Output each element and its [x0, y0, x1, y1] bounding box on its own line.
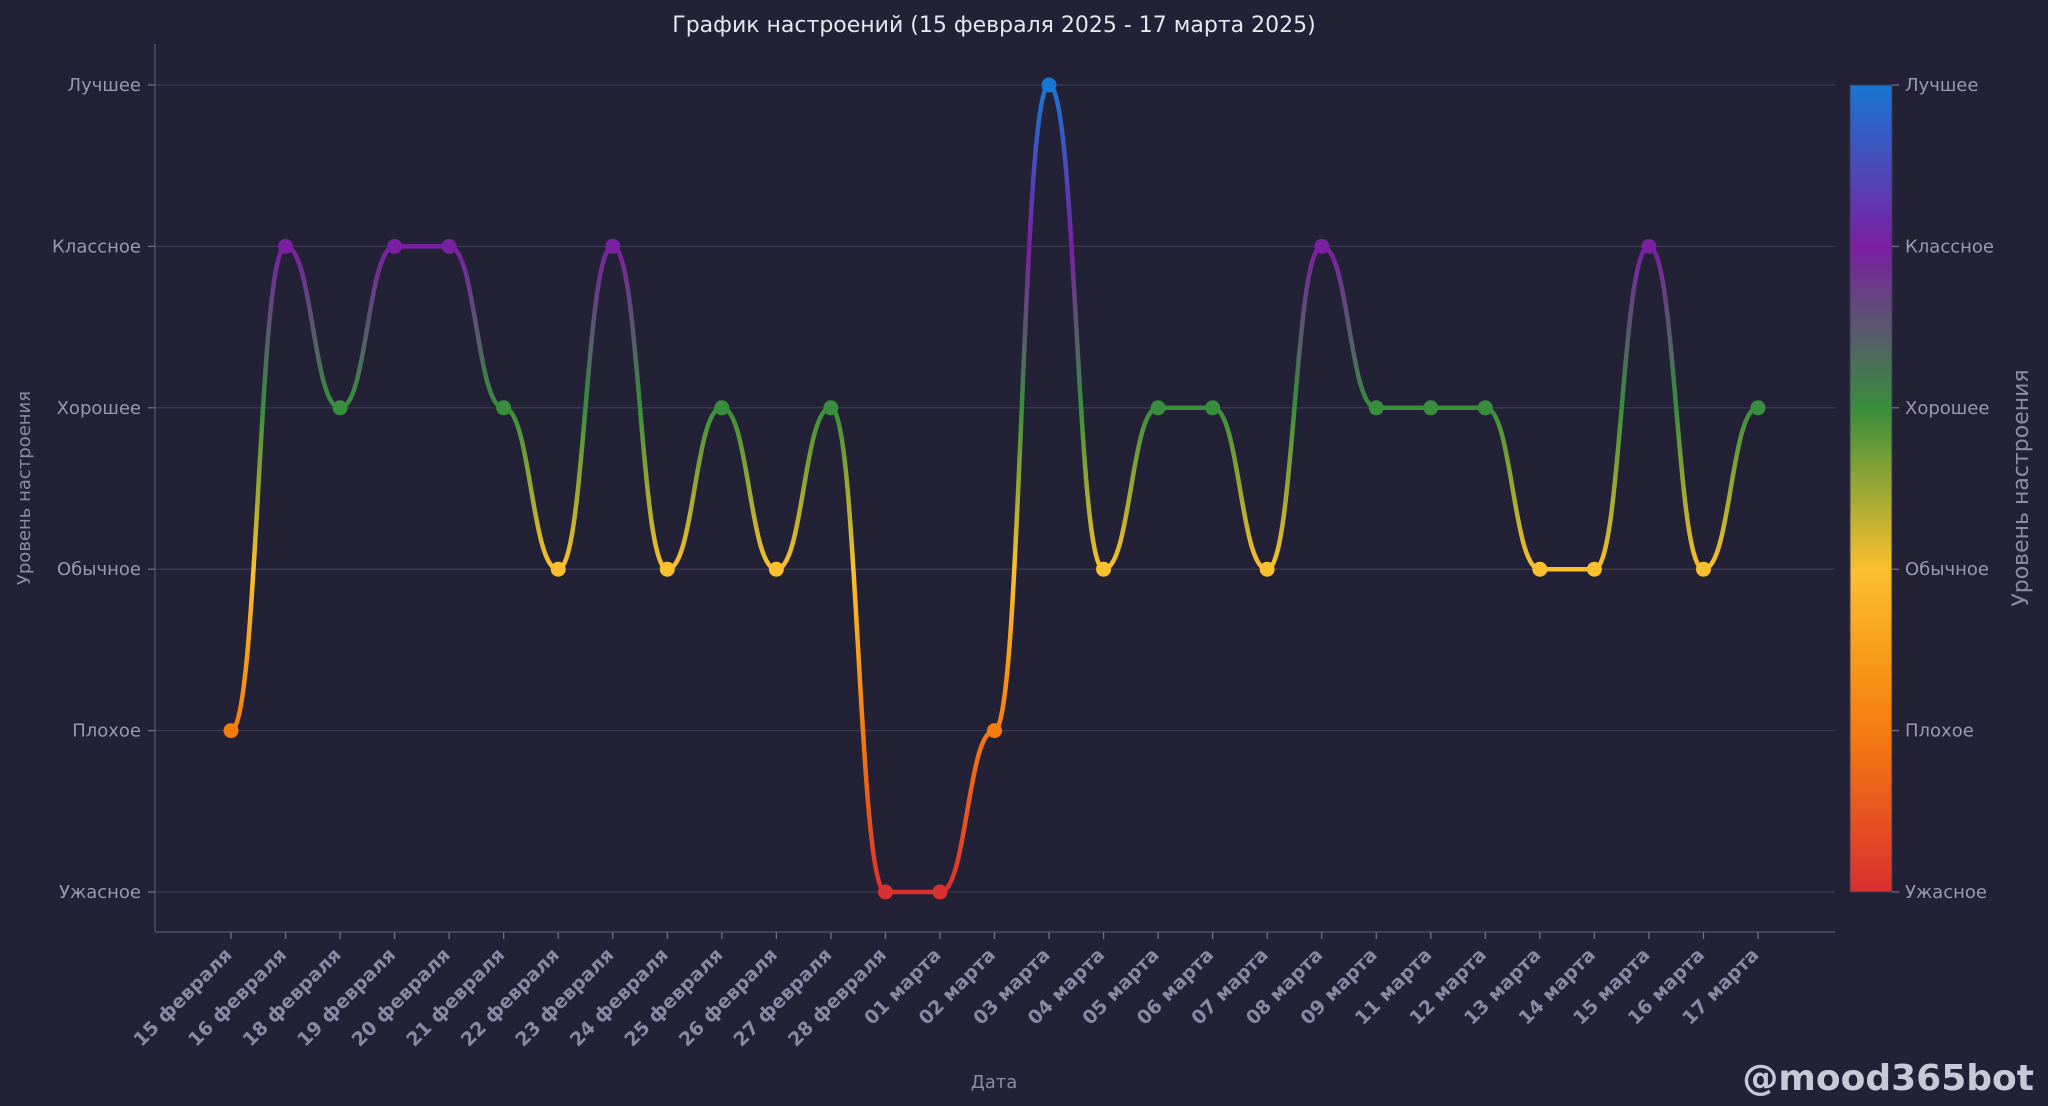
x-tick-label-5: 21 февраля [402, 944, 509, 1051]
y-tick-labels: Ужасное Плохое Обычное Хорошее Классное Лучше… [52, 75, 155, 903]
data-point-13 [932, 884, 948, 900]
colorbar-label-2: Обычное [1905, 559, 1989, 580]
data-points [223, 77, 1766, 900]
grid-lines [155, 84, 1835, 893]
x-tick-label-9: 25 февраля [620, 944, 727, 1051]
data-point-26 [1641, 238, 1657, 254]
y-tick-label-5: Лучшее [68, 75, 141, 96]
data-point-24 [1532, 561, 1548, 577]
colorbar: Ужасное Плохое Обычное Хорошее Классное Лучше… [1849, 75, 1994, 903]
x-tick-label-1: 16 февраля [184, 944, 291, 1051]
y-tick-label-1: Плохое [72, 721, 141, 742]
colorbar-label-3: Хорошее [1905, 398, 1989, 419]
data-point-1 [278, 238, 294, 254]
y-axis-title: Уровень настроения [14, 391, 35, 585]
data-point-25 [1586, 561, 1602, 577]
data-point-12 [877, 884, 893, 900]
data-point-18 [1205, 400, 1221, 416]
mood-line [228, 82, 1761, 895]
data-point-21 [1368, 400, 1384, 416]
colorbar-scale [1849, 84, 1893, 893]
x-tick-label-0: 15 февраля [130, 944, 237, 1051]
data-point-17 [1150, 400, 1166, 416]
x-tick-label-4: 20 февраля [348, 944, 455, 1051]
watermark-text: @mood365bot [1742, 1058, 2034, 1099]
x-tick-label-11: 27 февраля [729, 944, 836, 1051]
colorbar-label-5: Лучшее [1905, 75, 1978, 96]
y-tick-label-4: Классное [52, 236, 141, 257]
data-point-19 [1259, 561, 1275, 577]
data-point-15 [1041, 77, 1057, 93]
data-point-16 [1096, 561, 1112, 577]
y-tick-label-2: Обычное [57, 559, 141, 580]
colorbar-title: Уровень настроения [2009, 369, 2034, 606]
x-tick-label-7: 23 февраля [511, 944, 618, 1051]
data-point-10 [768, 561, 784, 577]
data-point-23 [1477, 400, 1493, 416]
colorbar-label-4: Классное [1905, 236, 1994, 257]
data-point-2 [332, 400, 348, 416]
data-point-20 [1314, 238, 1330, 254]
chart-title: График настроений (15 февраля 2025 - 17 … [672, 13, 1315, 38]
x-tick-label-8: 24 февраля [566, 944, 673, 1051]
x-tick-label-10: 26 февраля [675, 944, 782, 1051]
data-point-3 [387, 238, 403, 254]
data-point-6 [550, 561, 566, 577]
data-point-5 [496, 400, 512, 416]
x-tick-label-6: 22 февраля [457, 944, 564, 1051]
data-point-27 [1695, 561, 1711, 577]
data-point-4 [441, 238, 457, 254]
data-point-14 [987, 723, 1002, 739]
colorbar-label-1: Плохое [1905, 721, 1974, 742]
series-line-mood [228, 82, 1761, 895]
colorbar-label-0: Ужасное [1905, 882, 1987, 903]
y-tick-label-3: Хорошее [57, 398, 141, 419]
axes [154, 44, 1835, 933]
x-axis-title: Дата [971, 1072, 1018, 1093]
x-tick-label-2: 18 февраля [239, 944, 346, 1051]
data-point-22 [1423, 400, 1439, 416]
y-tick-label-0: Ужасное [59, 882, 141, 903]
data-point-0 [223, 723, 239, 739]
data-point-9 [714, 400, 730, 416]
x-tick-label-3: 19 февраля [293, 944, 400, 1051]
data-point-28 [1750, 400, 1766, 416]
data-point-8 [659, 561, 675, 577]
data-point-7 [605, 238, 621, 254]
data-point-11 [823, 400, 839, 416]
x-tick-label-12: 28 февраля [784, 944, 891, 1051]
